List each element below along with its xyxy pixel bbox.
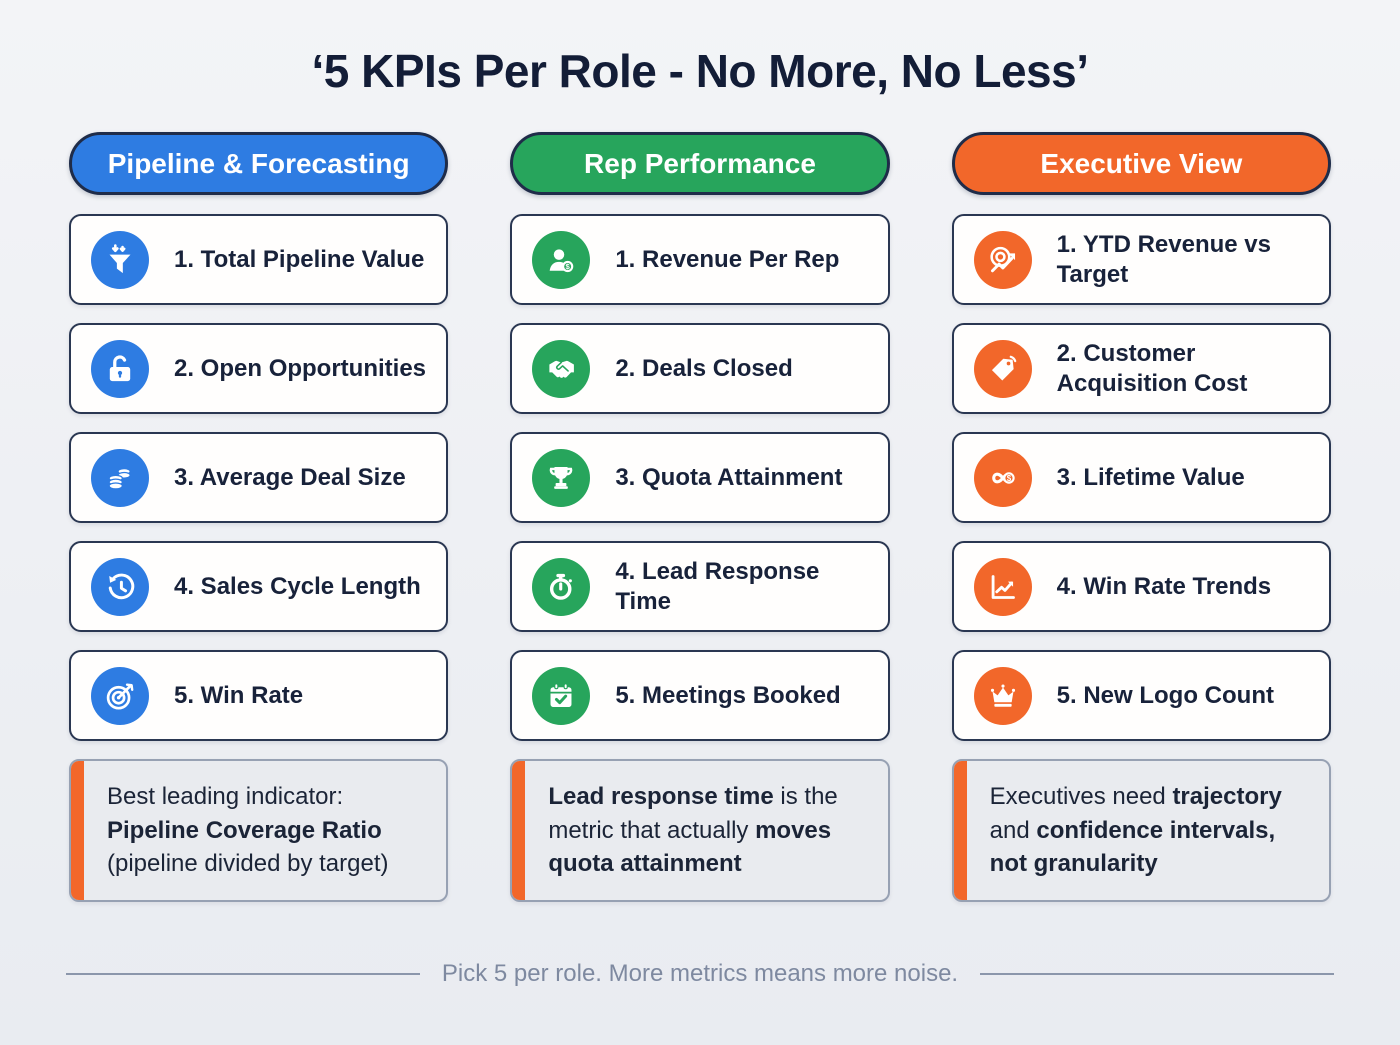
person-dollar-icon: $	[532, 230, 591, 289]
kpi-card: 3. Average Deal Size	[69, 432, 449, 523]
kpi-label: 3. Lifetime Value	[1056, 463, 1245, 491]
note-text: and	[989, 816, 1037, 844]
footer-rule-left	[66, 972, 420, 975]
kpi-card: 4. Win Rate Trends	[951, 541, 1331, 632]
note-text: (pipeline divided by target)	[107, 850, 389, 878]
stopwatch-icon	[532, 557, 591, 616]
target-trend-icon	[973, 230, 1032, 289]
note-text: is the metric that actually	[548, 783, 838, 844]
kpi-label: 1. YTD Revenue vs Target	[1056, 230, 1271, 288]
kpi-card: 4. Sales Cycle Length	[69, 541, 449, 632]
column-header-executive: Executive View	[951, 132, 1331, 195]
kpi-card: 5. Meetings Booked	[510, 650, 890, 741]
column-header-pipeline: Pipeline & Forecasting	[69, 132, 449, 195]
svg-text:$: $	[1006, 473, 1011, 482]
coins-stack-icon	[91, 448, 149, 507]
footer-tagline: Pick 5 per role. More metrics means more…	[66, 960, 1334, 988]
kpi-label: 2. Open Opportunities	[174, 354, 427, 382]
kpi-card: $ 3. Lifetime Value	[951, 432, 1331, 523]
kpi-card: 5. Win Rate	[69, 650, 449, 741]
target-dart-icon	[91, 666, 149, 725]
kpi-label: 2. Deals Closed	[615, 354, 793, 382]
executive-note: Executives need trajectory and confidenc…	[951, 759, 1331, 902]
rep-note: Lead response time is the metric that ac…	[510, 759, 890, 902]
pipeline-note: Best leading indicator: Pipeline Coverag…	[69, 759, 449, 902]
kpi-card: 2. Customer Acquisition Cost	[951, 323, 1331, 414]
kpi-card: 2. Deals Closed	[510, 323, 890, 414]
footer-rule-right	[980, 972, 1334, 975]
kpi-label: 1. Revenue Per Rep	[615, 245, 840, 273]
calendar-check-icon	[532, 666, 591, 725]
kpi-card: 1. YTD Revenue vs Target	[951, 214, 1331, 305]
kpi-card: 2. Open Opportunities	[69, 323, 449, 414]
kpi-card: $ 1. Revenue Per Rep	[510, 214, 890, 305]
open-padlock-icon	[91, 339, 149, 398]
funnel-down-icon	[91, 230, 149, 289]
svg-text:$: $	[566, 262, 571, 271]
trophy-icon	[532, 448, 591, 507]
note-text-bold: confidence intervals, not granularity	[989, 816, 1276, 878]
footer-text: Pick 5 per role. More metrics means more…	[441, 959, 959, 987]
kpi-card: 5. New Logo Count	[951, 650, 1331, 741]
column-header-rep: Rep Performance	[510, 132, 890, 195]
column-executive-view: Executive View 1. YTD Revenue vs Target	[951, 132, 1331, 902]
kpi-card: 1. Total Pipeline Value	[69, 214, 449, 305]
kpi-label: 5. Win Rate	[174, 681, 304, 709]
kpi-label: 4. Lead Response Time	[615, 557, 820, 615]
note-text: Best leading indicator:	[107, 783, 344, 810]
kpi-label: 4. Win Rate Trends	[1056, 572, 1272, 600]
kpi-label: 3. Quota Attainment	[615, 463, 843, 491]
kpi-card: 3. Quota Attainment	[510, 432, 890, 523]
kpi-label: 2. Customer Acquisition Cost	[1056, 339, 1248, 397]
kpi-label: 4. Sales Cycle Length	[174, 572, 421, 600]
price-tag-icon	[973, 339, 1032, 398]
note-text-bold: trajectory	[1172, 783, 1282, 810]
note-text-bold: Pipeline Coverage Ratio	[107, 816, 382, 844]
kpi-label: 5. New Logo Count	[1056, 681, 1274, 709]
kpi-label: 3. Average Deal Size	[174, 463, 406, 491]
note-text-bold: moves quota attainment	[548, 816, 832, 878]
column-rep-performance: Rep Performance $ 1. Revenue Per Rep	[510, 132, 890, 902]
note-text-bold: Lead response time	[548, 783, 774, 810]
line-chart-icon	[973, 557, 1032, 616]
page-title: ‘5 KPIs Per Role - No More, No Less’	[311, 45, 1089, 97]
kpi-columns: Pipeline & Forecasting 1. Total Pipeline…	[0, 98, 1400, 902]
crown-icon	[973, 666, 1032, 725]
kpi-card: 4. Lead Response Time	[510, 541, 890, 632]
infinity-dollar-icon: $	[973, 448, 1032, 507]
column-pipeline-forecasting: Pipeline & Forecasting 1. Total Pipeline…	[69, 132, 449, 902]
handshake-icon	[532, 339, 591, 398]
note-text: Executives need	[989, 783, 1173, 810]
kpi-label: 1. Total Pipeline Value	[174, 245, 425, 273]
history-clock-icon	[91, 557, 149, 616]
kpi-label: 5. Meetings Booked	[615, 681, 841, 709]
